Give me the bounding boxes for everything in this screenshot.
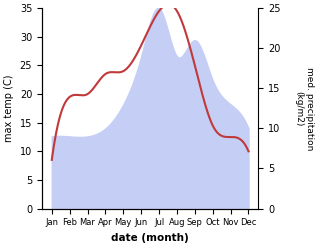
Y-axis label: max temp (C): max temp (C) bbox=[4, 75, 14, 142]
Y-axis label: med. precipitation
(kg/m2): med. precipitation (kg/m2) bbox=[294, 67, 314, 150]
X-axis label: date (month): date (month) bbox=[111, 233, 189, 243]
